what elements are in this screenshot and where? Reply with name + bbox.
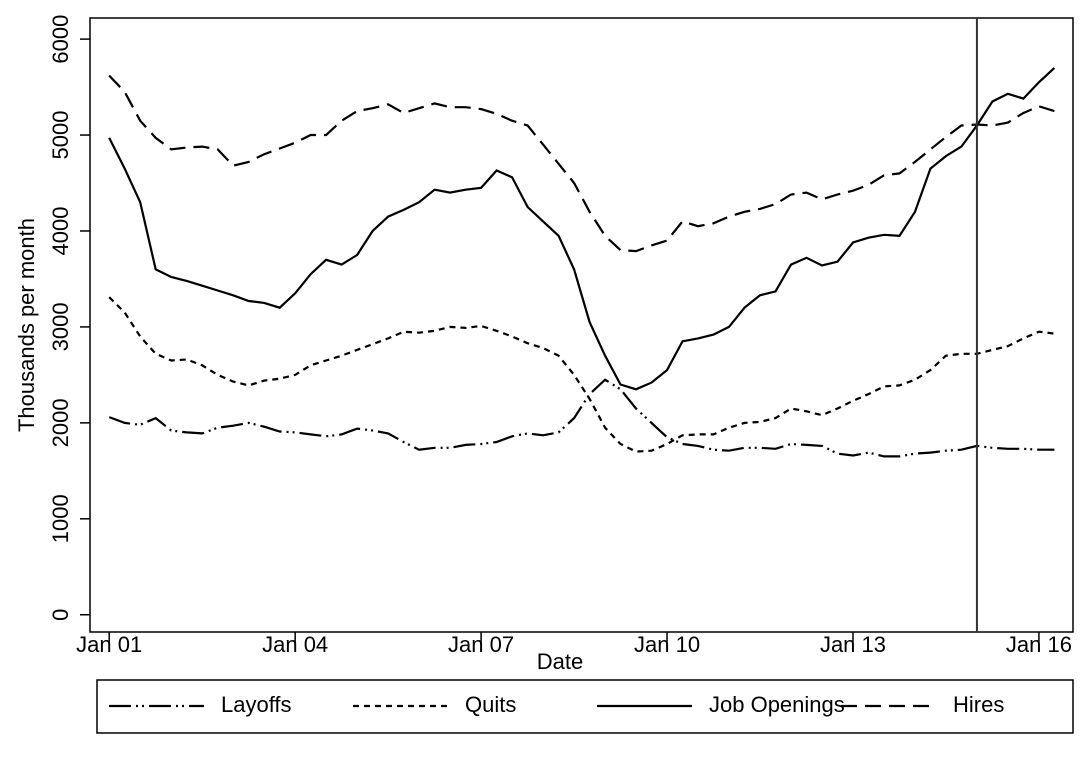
y-tick-label: 6000 bbox=[48, 15, 73, 64]
y-tick-label: 5000 bbox=[48, 111, 73, 160]
y-tick-label: 1000 bbox=[48, 494, 73, 543]
x-tick-label: Jan 01 bbox=[76, 632, 142, 657]
y-tick-label: 0 bbox=[48, 609, 73, 621]
y-tick-label: 3000 bbox=[48, 302, 73, 351]
plot-frame bbox=[89, 17, 1074, 633]
x-axis-label: Date bbox=[537, 649, 583, 674]
y-tick-label: 4000 bbox=[48, 207, 73, 256]
x-tick-label: Jan 10 bbox=[634, 632, 700, 657]
legend-label: Quits bbox=[465, 692, 516, 717]
series-line bbox=[108, 296, 1055, 453]
legend-box bbox=[96, 679, 1074, 734]
legend-label: Layoffs bbox=[221, 692, 292, 717]
y-axis-label: Thousands per month bbox=[14, 218, 39, 432]
legend-label: Job Openings bbox=[709, 692, 845, 717]
series-line bbox=[108, 378, 1055, 458]
x-tick-label: Jan 07 bbox=[448, 632, 514, 657]
x-tick-label: Jan 16 bbox=[1006, 632, 1072, 657]
legend-label: Hires bbox=[953, 692, 1004, 717]
x-tick-label: Jan 04 bbox=[262, 632, 328, 657]
series-line bbox=[108, 74, 1055, 253]
x-tick-label: Jan 13 bbox=[820, 632, 886, 657]
series-line bbox=[108, 67, 1056, 391]
y-tick-label: 2000 bbox=[48, 398, 73, 447]
